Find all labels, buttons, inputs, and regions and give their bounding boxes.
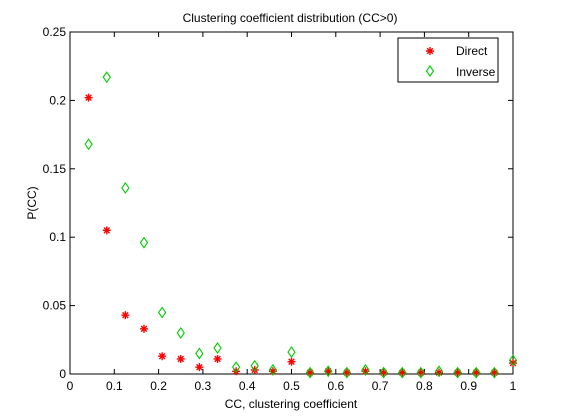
point-inverse — [195, 347, 204, 360]
legend-marker-inverse — [425, 65, 435, 77]
x-tick-label: 1 — [510, 379, 517, 393]
legend-box — [397, 37, 499, 83]
y-tick-label: 0 — [59, 367, 66, 381]
legend-label-direct: Direct — [456, 44, 488, 58]
x-tick-label: 0.9 — [460, 379, 477, 393]
point-direct — [509, 359, 517, 368]
series-layer — [84, 71, 518, 379]
point-direct — [361, 367, 370, 376]
point-inverse — [157, 306, 167, 319]
point-direct — [435, 368, 444, 377]
x-tick-label: 0.3 — [195, 379, 212, 393]
point-direct — [379, 368, 388, 377]
point-inverse — [416, 366, 426, 379]
point-direct — [158, 352, 167, 361]
x-tick-label: 0.4 — [239, 379, 256, 393]
point-inverse — [472, 366, 481, 379]
x-tick-label: 0.6 — [327, 379, 344, 393]
point-direct — [416, 368, 425, 377]
y-tick-label: 0.25 — [43, 25, 67, 39]
y-axis-ticks: 0 0.05 0.1 0.15 0.2 0.25 — [43, 25, 513, 381]
y-tick-label: 0.1 — [49, 230, 66, 244]
point-inverse — [361, 363, 370, 376]
point-inverse — [268, 363, 278, 376]
point-direct — [176, 354, 185, 363]
point-direct — [102, 226, 111, 235]
point-direct — [453, 368, 462, 377]
point-direct — [195, 363, 204, 372]
x-tick-label: 0.5 — [283, 379, 300, 393]
point-inverse — [305, 366, 315, 379]
x-axis-ticks: 0 0.1 0.2 0.3 0.4 0.5 0.6 0.7 0.8 0.9 1 — [67, 32, 517, 393]
point-direct — [287, 357, 296, 366]
legend-diamond-icon — [425, 65, 435, 77]
legend: Direct Inverse — [397, 37, 499, 83]
point-inverse — [250, 359, 259, 372]
y-tick-label: 0.15 — [43, 162, 67, 176]
x-tick-label: 0.1 — [106, 379, 123, 393]
point-inverse — [84, 138, 93, 151]
point-inverse — [102, 71, 111, 84]
point-inverse — [434, 365, 444, 378]
legend-marker-direct — [426, 47, 434, 55]
point-direct — [398, 368, 407, 377]
x-tick-label: 0.2 — [150, 379, 167, 393]
point-inverse — [139, 236, 149, 249]
point-direct — [84, 93, 93, 102]
point-inverse — [324, 365, 333, 378]
point-inverse — [398, 366, 407, 379]
point-direct — [139, 324, 148, 333]
y-tick-label: 0.05 — [43, 299, 67, 313]
y-tick-label: 0.2 — [49, 93, 66, 107]
point-inverse — [453, 366, 462, 379]
legend-star-icon — [426, 47, 434, 55]
point-inverse — [176, 327, 185, 339]
point-direct — [306, 368, 315, 377]
plot-area — [69, 31, 514, 375]
point-direct — [121, 311, 130, 320]
point-inverse — [287, 346, 296, 359]
point-inverse — [121, 181, 130, 194]
y-axis-label: P(CC) — [25, 186, 39, 219]
x-tick-label: 0 — [67, 379, 74, 393]
point-direct — [213, 354, 222, 363]
point-inverse — [379, 366, 388, 379]
x-axis-label: CC, clustering coefficient — [225, 397, 358, 411]
point-direct — [324, 367, 333, 376]
point-inverse — [213, 342, 222, 354]
point-direct — [268, 367, 277, 376]
point-inverse — [231, 361, 241, 374]
legend-label-inverse: Inverse — [456, 65, 496, 79]
point-inverse — [342, 366, 352, 379]
x-tick-label: 0.8 — [416, 379, 433, 393]
point-inverse — [508, 354, 518, 367]
point-direct — [472, 368, 481, 377]
point-inverse — [490, 366, 499, 379]
x-tick-label: 0.7 — [372, 379, 389, 393]
point-direct — [490, 368, 499, 377]
series-inverse — [84, 71, 518, 379]
point-direct — [342, 368, 351, 377]
chart-title: Clustering coefficient distribution (CC>… — [183, 11, 398, 25]
